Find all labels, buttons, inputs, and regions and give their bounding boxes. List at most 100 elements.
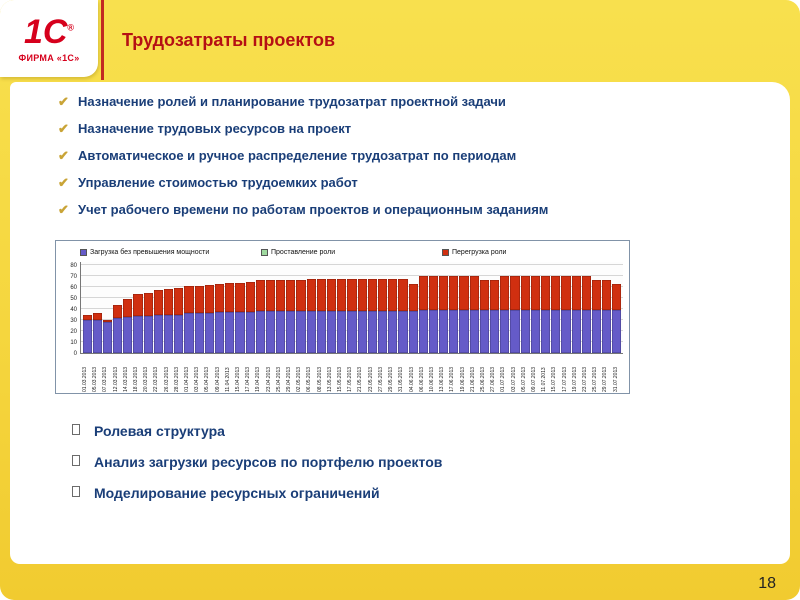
- page-number: 18: [758, 575, 776, 592]
- bar-segment: [479, 310, 489, 353]
- legend-item: Загрузка без превышения мощности: [80, 249, 261, 256]
- bar-segment: [194, 285, 204, 314]
- bar-segment: [327, 311, 337, 353]
- bar-segment: [530, 276, 540, 311]
- bar: [500, 276, 510, 353]
- company-logo: 1С® ФИРМА «1С»: [0, 0, 98, 77]
- feature-item: Назначение трудовых ресурсов на проект: [58, 120, 745, 137]
- bar-segment: [235, 282, 245, 313]
- bar: [479, 280, 489, 353]
- bar-segment: [561, 276, 571, 311]
- bar-segment: [164, 314, 174, 353]
- bar-segment: [113, 317, 123, 353]
- bar-segment: [571, 310, 581, 353]
- y-tick-label: 80: [70, 263, 77, 269]
- bar-segment: [510, 276, 520, 311]
- bar-segment: [520, 276, 530, 311]
- bar: [388, 279, 398, 353]
- bar: [469, 276, 479, 353]
- bar-segment: [398, 311, 408, 353]
- bar: [612, 283, 622, 353]
- bar: [591, 280, 602, 353]
- x-axis-label: 02.05.2013: [296, 366, 303, 392]
- bar: [377, 279, 388, 353]
- x-axis-label: 05.03.2013: [92, 366, 99, 392]
- bar: [82, 314, 92, 353]
- bar: [214, 283, 225, 353]
- bar-segment: [235, 312, 245, 353]
- x-axis-label: 03.04.2013: [194, 366, 201, 392]
- bar: [255, 280, 265, 353]
- bar: [459, 276, 469, 353]
- bar-segment: [296, 280, 306, 312]
- x-axis-label: 19.06.2013: [459, 366, 466, 392]
- bar-segment: [82, 314, 92, 320]
- bar-segment: [388, 311, 398, 353]
- bar: [265, 280, 276, 353]
- bar-segment: [102, 322, 113, 353]
- bar: [408, 283, 418, 353]
- bar-segment: [490, 310, 500, 353]
- x-axis-label: 19.07.2013: [571, 366, 578, 392]
- y-tick-label: 30: [70, 318, 77, 324]
- x-axis-label: 01.03.2013: [82, 366, 88, 392]
- bar: [428, 276, 439, 353]
- feature-list: Назначение ролей и планирование трудозат…: [58, 93, 745, 228]
- bar-segment: [327, 279, 337, 312]
- bar-segment: [357, 311, 367, 353]
- x-axis-label: 21.05.2013: [357, 366, 364, 392]
- check-icon: [58, 174, 78, 191]
- x-axis-label: 31.07.2013: [612, 366, 619, 392]
- workload-chart: Загрузка без превышения мощности Проставл…: [55, 240, 630, 394]
- bar: [296, 280, 306, 353]
- bar: [286, 280, 296, 353]
- bar-segment: [153, 290, 163, 315]
- logo-subtitle: ФИРМА «1С»: [18, 52, 80, 63]
- bar-segment: [551, 310, 561, 353]
- bar-segment: [500, 276, 510, 311]
- bar: [337, 279, 347, 353]
- bar-segment: [184, 313, 194, 353]
- bar-segment: [377, 279, 388, 312]
- bar-segment: [133, 315, 143, 353]
- bar: [449, 276, 459, 353]
- bar: [92, 313, 102, 353]
- capability-text: Анализ загрузки ресурсов по портфелю про…: [94, 454, 443, 470]
- feature-item: Учет рабочего времени по работам проекто…: [58, 201, 745, 218]
- header-divider: [101, 0, 104, 80]
- capability-text: Ролевая структура: [94, 423, 225, 439]
- capability-list: Ролевая структура Анализ загрузки ресурс…: [72, 422, 740, 515]
- x-axis-label: 25.06.2013: [479, 366, 486, 392]
- x-axis-label: 13.06.2013: [439, 366, 446, 392]
- legend-swatch-icon: [80, 249, 87, 256]
- bar: [367, 279, 377, 353]
- x-axis-label: 17.05.2013: [347, 366, 354, 392]
- x-axis-label: 17.04.2013: [245, 366, 252, 392]
- x-axis-label: 18.03.2013: [133, 366, 140, 392]
- bar: [204, 284, 214, 353]
- bar-segment: [276, 311, 286, 353]
- chart-bars: [81, 262, 623, 353]
- bar: [225, 282, 235, 353]
- bar-segment: [316, 311, 326, 353]
- bar-segment: [337, 311, 347, 353]
- bar: [398, 279, 408, 353]
- check-icon: [58, 120, 78, 137]
- bar-segment: [306, 311, 316, 353]
- bar: [235, 282, 245, 353]
- bar-segment: [337, 279, 347, 312]
- bar-segment: [265, 311, 276, 353]
- x-axis-label: 15.07.2013: [551, 366, 558, 392]
- feature-text: Управление стоимостью трудоемких работ: [78, 175, 358, 190]
- bar: [347, 279, 357, 353]
- bar-segment: [143, 315, 153, 353]
- bar: [418, 276, 428, 353]
- capability-item: Моделирование ресурсных ограничений: [72, 484, 740, 502]
- bar: [143, 292, 153, 353]
- x-axis-label: 29.04.2013: [286, 366, 293, 392]
- x-axis-label: 07.03.2013: [102, 366, 109, 392]
- bar: [113, 304, 123, 353]
- feature-item: Управление стоимостью трудоемких работ: [58, 174, 745, 191]
- bar-segment: [204, 313, 214, 353]
